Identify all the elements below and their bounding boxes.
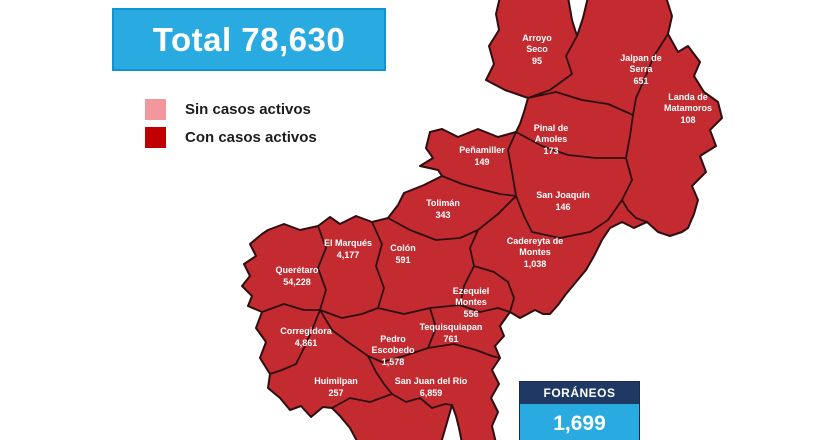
municipal-borders [261, 33, 669, 409]
legend-label-sin-casos: Sin casos activos [185, 101, 311, 118]
legend-item-sin-casos: Sin casos activos [145, 99, 317, 120]
legend-label-con-casos: Con casos activos [185, 129, 317, 146]
foraneos-header: FORÁNEOS [520, 382, 639, 404]
foraneos-body: 1,699 [520, 404, 639, 440]
state-outline [241, 0, 723, 440]
foraneos-title: FORÁNEOS [543, 386, 616, 400]
legend: Sin casos activos Con casos activos [145, 99, 317, 155]
foraneos-value: 1,699 [553, 412, 606, 435]
foraneos-box: FORÁNEOS 1,699 [519, 381, 640, 440]
total-banner: Total 78,630 [112, 8, 386, 71]
legend-swatch-con-casos [145, 127, 166, 148]
total-label: Total 78,630 [152, 20, 346, 58]
legend-item-con-casos: Con casos activos [145, 127, 317, 148]
legend-swatch-sin-casos [145, 99, 166, 120]
